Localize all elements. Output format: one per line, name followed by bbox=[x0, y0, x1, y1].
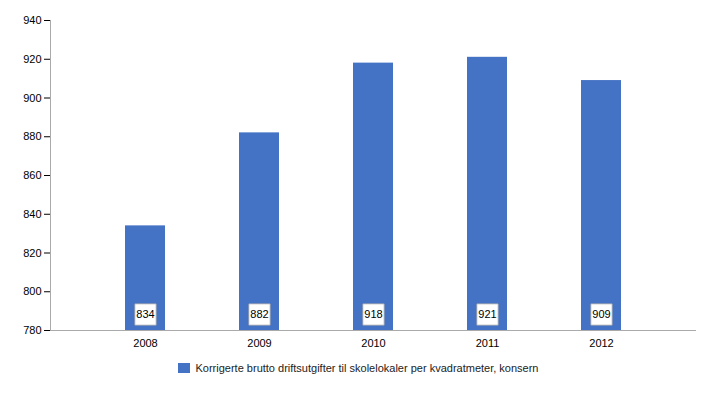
svg-text:780: 780 bbox=[23, 324, 41, 336]
html-text:Korrigerte brutto driftsutgift: Korrigerte brutto driftsutgifter til sko… bbox=[195, 362, 539, 374]
svg-text:920: 920 bbox=[23, 53, 41, 65]
svg-text:909: 909 bbox=[592, 308, 610, 320]
svg-text:2009: 2009 bbox=[247, 337, 271, 349]
svg-text:800: 800 bbox=[23, 285, 41, 297]
svg-text:880: 880 bbox=[23, 130, 41, 142]
svg-text:921: 921 bbox=[478, 308, 496, 320]
svg-text:900: 900 bbox=[23, 92, 41, 104]
svg-text:840: 840 bbox=[23, 208, 41, 220]
svg-text:2012: 2012 bbox=[589, 337, 613, 349]
svg-text:860: 860 bbox=[23, 169, 41, 181]
svg-text:940: 940 bbox=[23, 14, 41, 26]
svg-text:882: 882 bbox=[250, 308, 268, 320]
svg-text:2010: 2010 bbox=[361, 337, 385, 349]
svg-text:2011: 2011 bbox=[476, 337, 500, 349]
svg-text:820: 820 bbox=[23, 247, 41, 259]
svg-text:918: 918 bbox=[364, 308, 382, 320]
svg-text:834: 834 bbox=[136, 308, 154, 320]
svg-text:2008: 2008 bbox=[133, 337, 157, 349]
